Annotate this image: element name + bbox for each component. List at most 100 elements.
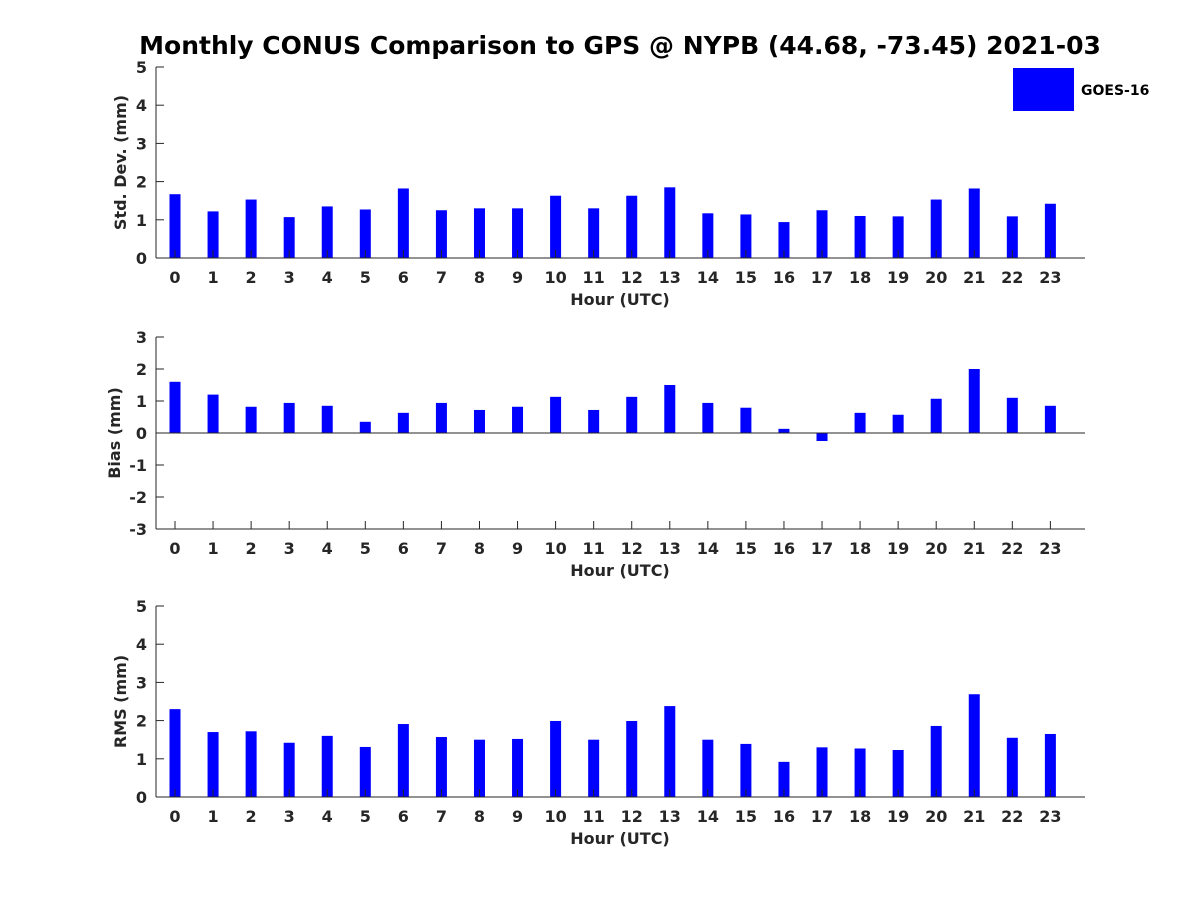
bias-bar xyxy=(1006,397,1018,433)
chart-title: Monthly CONUS Comparison to GPS @ NYPB (… xyxy=(139,31,1101,60)
bias-x-tick-label: 14 xyxy=(697,539,719,558)
rms-bar xyxy=(968,694,980,797)
bias-x-tick-label: 17 xyxy=(811,539,833,558)
rms-x-tick-label: 14 xyxy=(697,807,719,826)
bias-bar xyxy=(1044,405,1056,433)
std-dev-bar xyxy=(626,195,638,258)
std-dev-x-tick-label: 9 xyxy=(512,268,523,287)
rms-bar xyxy=(359,746,371,797)
std-dev-bar xyxy=(968,188,980,258)
bias-bar xyxy=(664,385,676,433)
rms-y-tick-label: 3 xyxy=(136,673,147,692)
rms-bar xyxy=(550,720,562,797)
rms-bar xyxy=(169,709,181,797)
std-dev-x-tick-label: 19 xyxy=(887,268,909,287)
std-dev-x-tick-label: 12 xyxy=(621,268,643,287)
bias-x-tick-label: 12 xyxy=(621,539,643,558)
rms-x-tick-label: 4 xyxy=(322,807,333,826)
std-dev-x-tick-label: 0 xyxy=(169,268,180,287)
bias-bar xyxy=(702,402,714,433)
std-dev-y-tick-label: 4 xyxy=(136,96,147,115)
bias-x-tick-label: 10 xyxy=(544,539,566,558)
rms-bar xyxy=(664,706,676,797)
bias-bar xyxy=(473,409,485,433)
rms-x-tick-label: 12 xyxy=(621,807,643,826)
rms-bar xyxy=(1006,737,1018,797)
rms-x-tick-label: 18 xyxy=(849,807,871,826)
std-dev-y-tick-label: 1 xyxy=(136,211,147,230)
bias-y-tick-label: -1 xyxy=(129,456,147,475)
rms-y-tick-label: 2 xyxy=(136,712,147,731)
bias-bar xyxy=(435,402,447,433)
std-dev-bar xyxy=(169,194,181,258)
bias-x-tick-label: 19 xyxy=(887,539,909,558)
std-dev-bar xyxy=(664,187,676,258)
rms-x-tick-label: 6 xyxy=(398,807,409,826)
std-dev-x-tick-label: 23 xyxy=(1039,268,1061,287)
bias-x-tick-label: 1 xyxy=(207,539,218,558)
bias-x-tick-label: 23 xyxy=(1039,539,1061,558)
std-dev-bar xyxy=(207,211,219,258)
std-dev-x-tick-label: 11 xyxy=(583,268,605,287)
bias-bar xyxy=(169,381,181,433)
rms-bar xyxy=(892,750,904,797)
bias-y-tick-label: 1 xyxy=(136,392,147,411)
std-dev-bar xyxy=(778,222,790,258)
std-dev-y-tick-label: 3 xyxy=(136,134,147,153)
bias-x-tick-label: 8 xyxy=(474,539,485,558)
rms-bar xyxy=(626,720,638,797)
std-dev-bar xyxy=(550,195,562,258)
rms-x-tick-label: 21 xyxy=(963,807,985,826)
rms-x-tick-label: 19 xyxy=(887,807,909,826)
std-dev-x-tick-label: 21 xyxy=(963,268,985,287)
bias-x-tick-label: 21 xyxy=(963,539,985,558)
legend: GOES-16 xyxy=(1013,68,1149,111)
rms-x-tick-label: 7 xyxy=(436,807,447,826)
rms-bar xyxy=(778,761,790,797)
std-dev-bar xyxy=(854,215,866,258)
std-dev-bar xyxy=(397,188,409,258)
bias-y-axis-label: Bias (mm) xyxy=(105,387,124,479)
bias-x-tick-label: 2 xyxy=(246,539,257,558)
bias-x-tick-label: 4 xyxy=(322,539,333,558)
rms-bar xyxy=(397,724,409,797)
rms-y-tick-label: 4 xyxy=(136,635,147,654)
bias-bar xyxy=(512,406,524,433)
rms-bar xyxy=(435,737,447,797)
rms-bar xyxy=(854,748,866,797)
std-dev-bar xyxy=(740,214,752,258)
bias-y-tick-label: 3 xyxy=(136,328,147,347)
std-dev-x-tick-label: 15 xyxy=(735,268,757,287)
std-dev-x-tick-label: 6 xyxy=(398,268,409,287)
rms-bar xyxy=(702,739,714,797)
bias-x-tick-label: 11 xyxy=(583,539,605,558)
rms-x-tick-label: 17 xyxy=(811,807,833,826)
std-dev-x-tick-label: 3 xyxy=(284,268,295,287)
bias-bar xyxy=(778,428,790,433)
bias-x-tick-label: 9 xyxy=(512,539,523,558)
rms-x-tick-label: 15 xyxy=(735,807,757,826)
rms-bar xyxy=(930,725,942,797)
std-dev-x-tick-label: 4 xyxy=(322,268,333,287)
bias-bar xyxy=(207,394,219,433)
rms-x-tick-label: 5 xyxy=(360,807,371,826)
rms-bar xyxy=(512,738,524,797)
std-dev-x-tick-label: 7 xyxy=(436,268,447,287)
bias-y-tick-label: 2 xyxy=(136,360,147,379)
std-dev-bar xyxy=(702,213,714,258)
rms-y-tick-label: 1 xyxy=(136,750,147,769)
rms-bar xyxy=(283,742,295,797)
bias-x-tick-label: 3 xyxy=(284,539,295,558)
std-dev-bar xyxy=(816,210,828,258)
rms-y-axis-label: RMS (mm) xyxy=(111,655,130,748)
bias-x-tick-label: 7 xyxy=(436,539,447,558)
bias-bar xyxy=(740,407,752,433)
std-dev-y-tick-label: 5 xyxy=(136,58,147,77)
bias-bar xyxy=(854,412,866,433)
bias-x-tick-label: 13 xyxy=(659,539,681,558)
bias-bar xyxy=(359,421,371,433)
